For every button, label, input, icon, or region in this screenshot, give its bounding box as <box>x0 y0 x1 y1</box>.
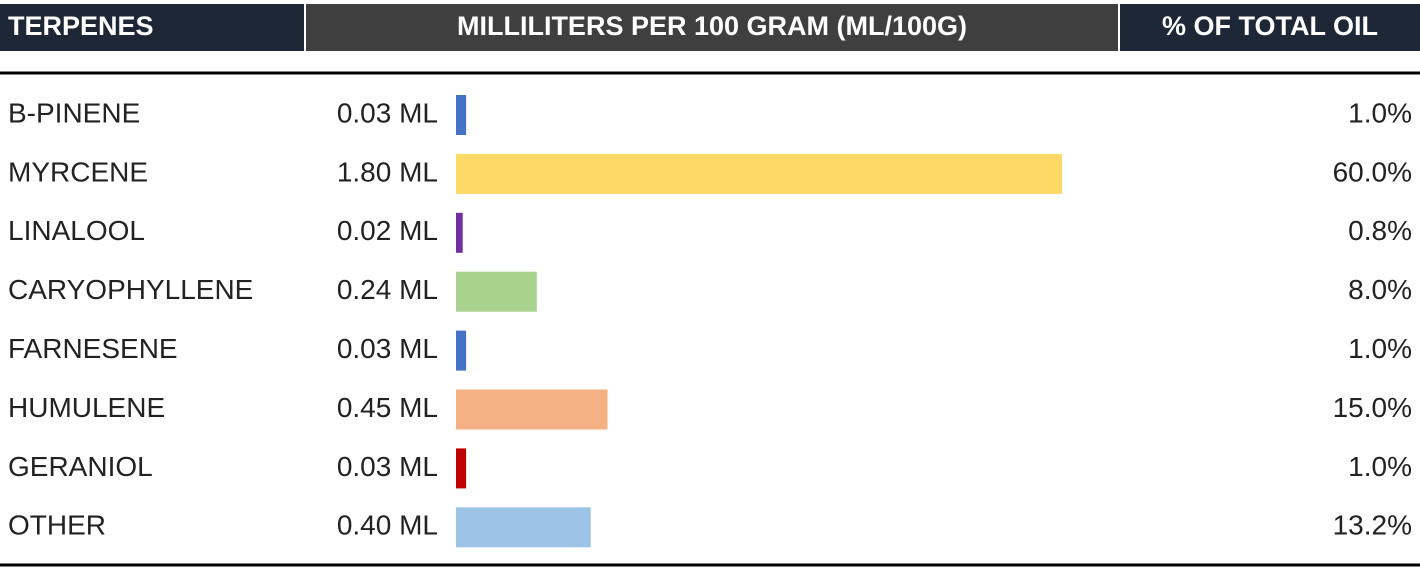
bar <box>456 330 467 371</box>
value-label: 0.45 ML <box>337 392 438 423</box>
header-label: % OF TOTAL OIL <box>1162 11 1378 41</box>
value-label: 1.80 ML <box>337 156 438 187</box>
bar <box>456 448 467 489</box>
share-label: 1.0% <box>1348 97 1412 128</box>
header-cell <box>1120 4 1420 51</box>
terpene-label: LINALOOL <box>8 215 145 246</box>
terpene-label: HUMULENE <box>8 392 165 423</box>
header-cell <box>306 4 1118 51</box>
value-label: 0.40 ML <box>337 510 438 541</box>
share-label: 8.0% <box>1348 274 1412 305</box>
bar <box>456 153 1062 194</box>
share-label: 13.2% <box>1333 510 1412 541</box>
bar <box>456 271 537 312</box>
value-label: 0.24 ML <box>337 274 438 305</box>
share-label: 60.0% <box>1333 156 1412 187</box>
share-label: 15.0% <box>1333 392 1412 423</box>
value-label: 0.02 ML <box>337 215 438 246</box>
share-label: 1.0% <box>1348 333 1412 364</box>
terpene-label: FARNESENE <box>8 333 178 364</box>
terpene-label: CARYOPHYLLENE <box>8 274 253 305</box>
header-label: TERPENES <box>8 11 154 41</box>
header-label: MILLILITERS PER 100 GRAM (ML/100G) <box>457 11 967 41</box>
header-cell <box>0 4 304 51</box>
terpene-label: B-PINENE <box>8 97 140 128</box>
value-label: 0.03 ML <box>337 97 438 128</box>
bar <box>456 389 608 430</box>
bar <box>456 95 467 135</box>
value-label: 0.03 ML <box>337 333 438 364</box>
share-label: 0.8% <box>1348 215 1412 246</box>
share-label: 1.0% <box>1348 451 1412 482</box>
bar <box>456 212 463 253</box>
terpene-label: MYRCENE <box>8 156 148 187</box>
terpene-label: GERANIOL <box>8 451 153 482</box>
terpene-label: OTHER <box>8 510 106 541</box>
value-label: 0.03 ML <box>337 451 438 482</box>
bar <box>456 507 591 548</box>
